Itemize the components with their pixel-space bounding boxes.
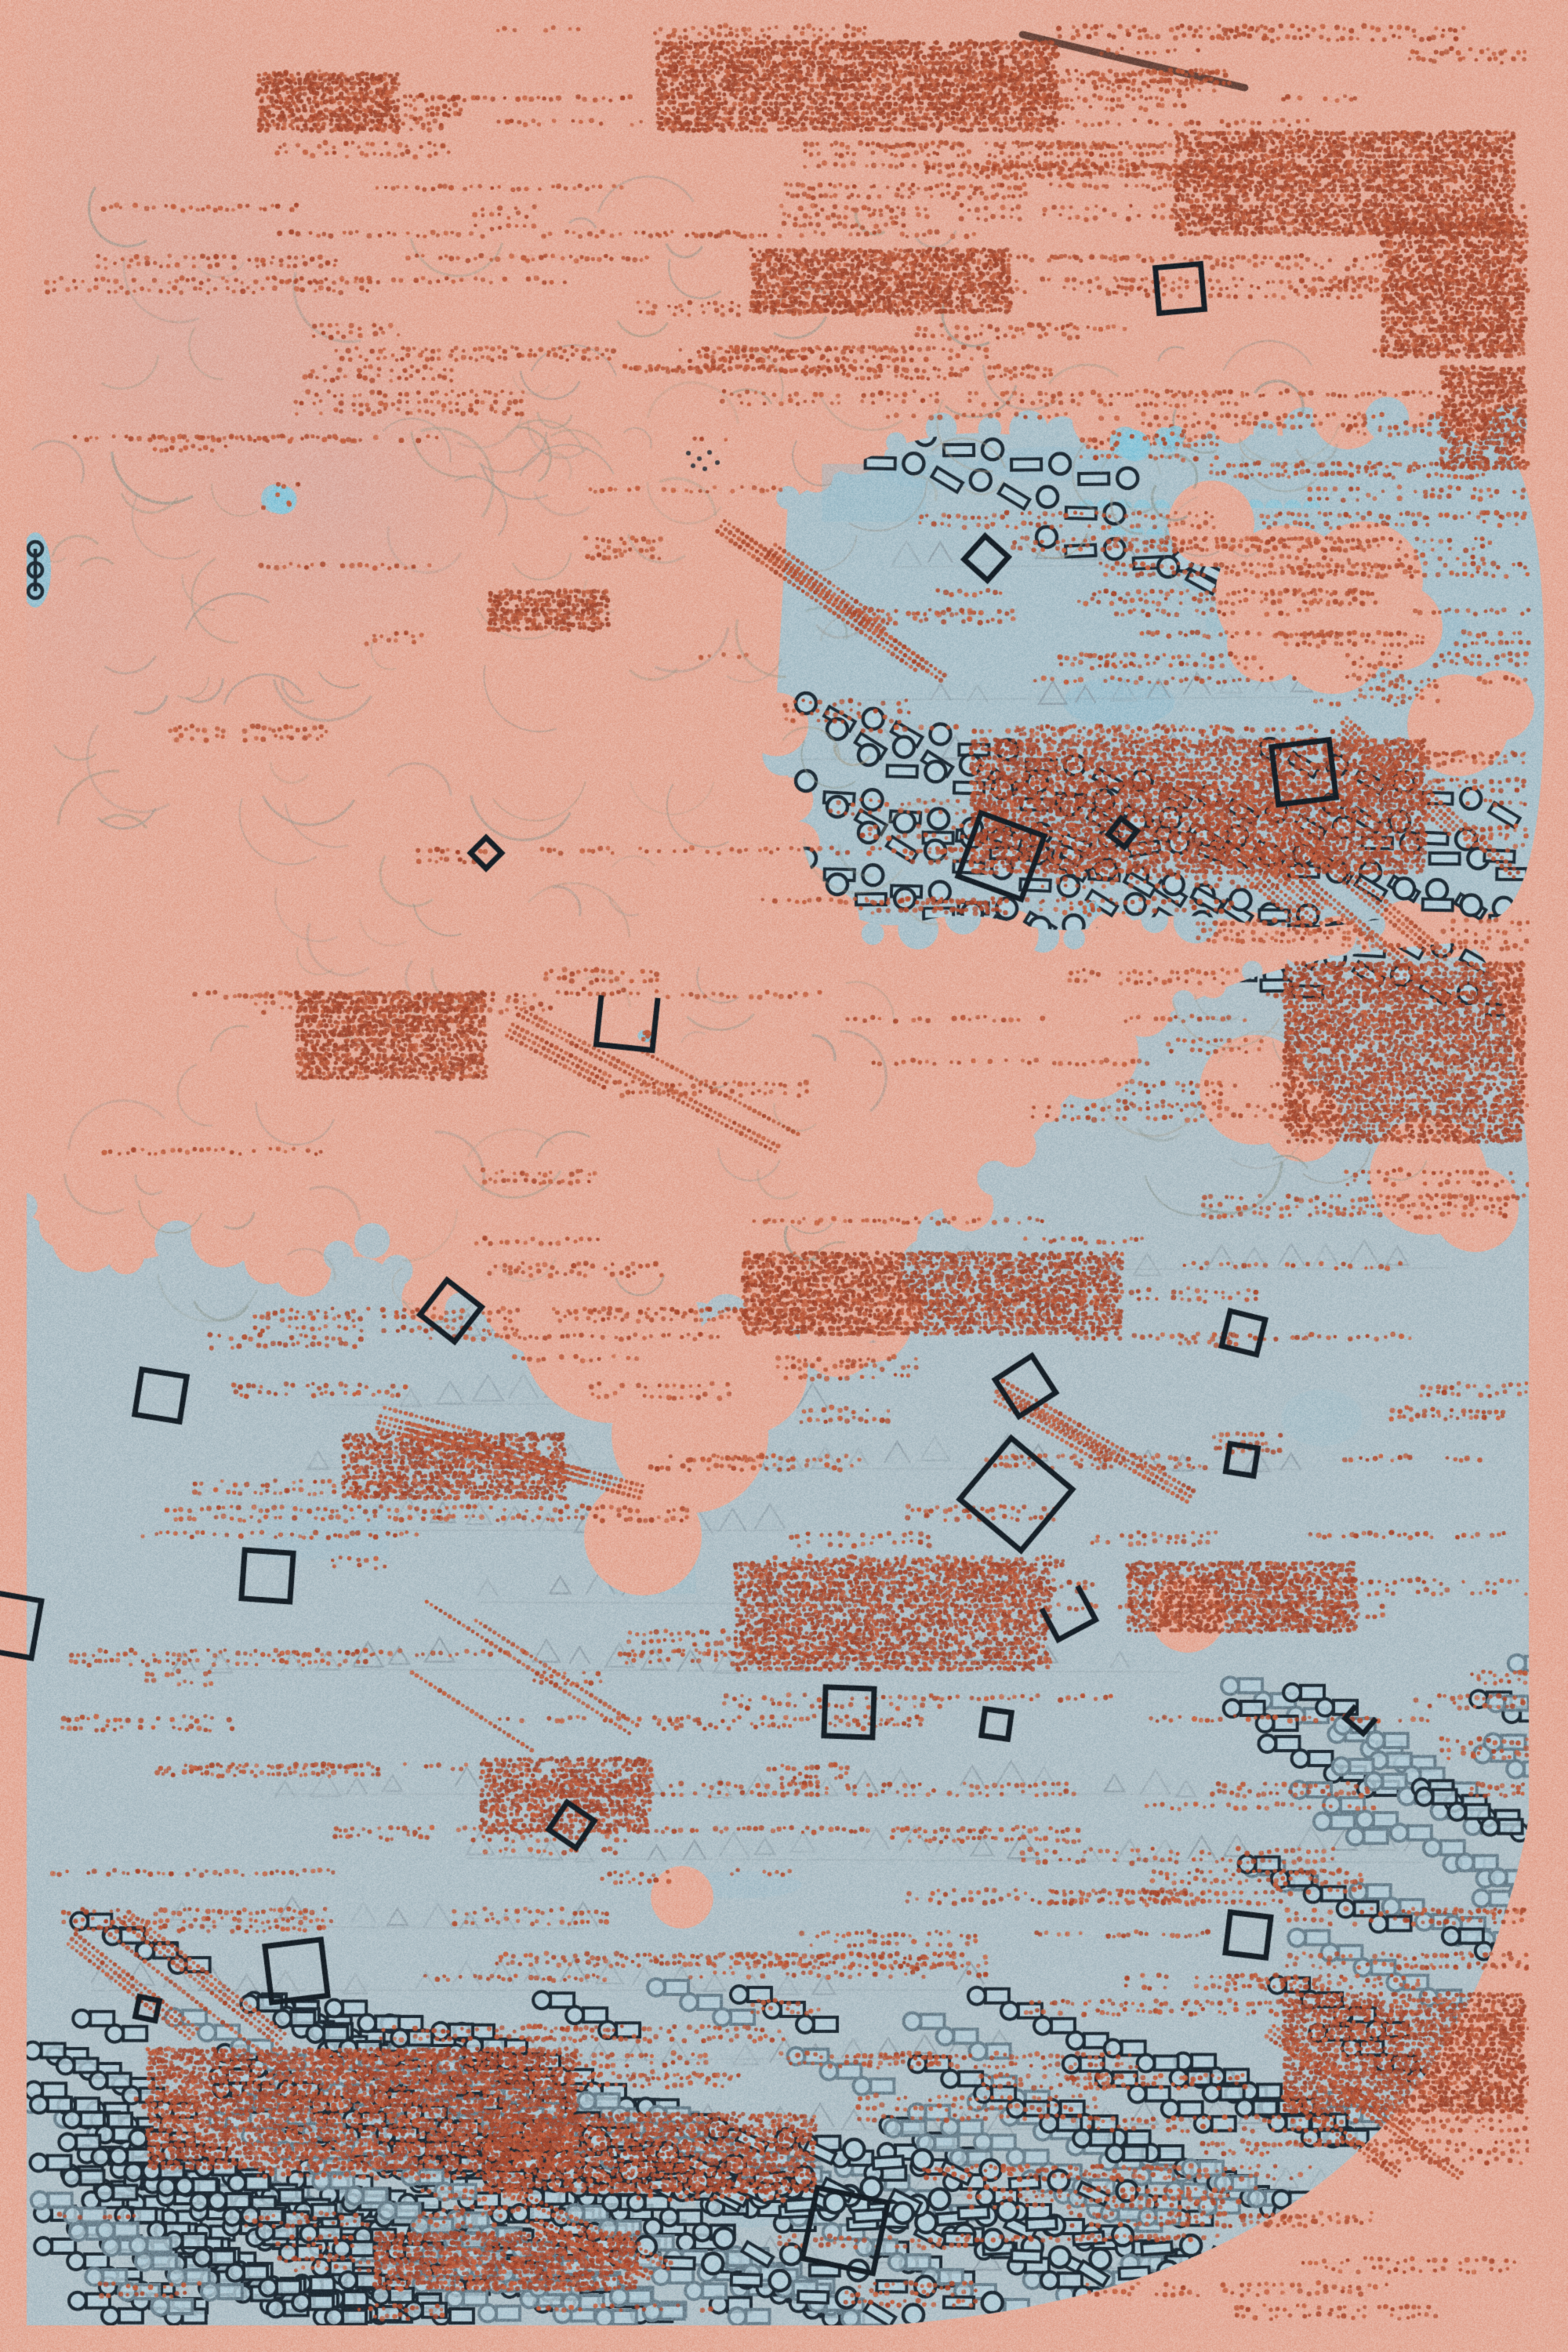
artwork-frame [0,0,1568,2352]
artwork-canvas [0,0,1568,2352]
